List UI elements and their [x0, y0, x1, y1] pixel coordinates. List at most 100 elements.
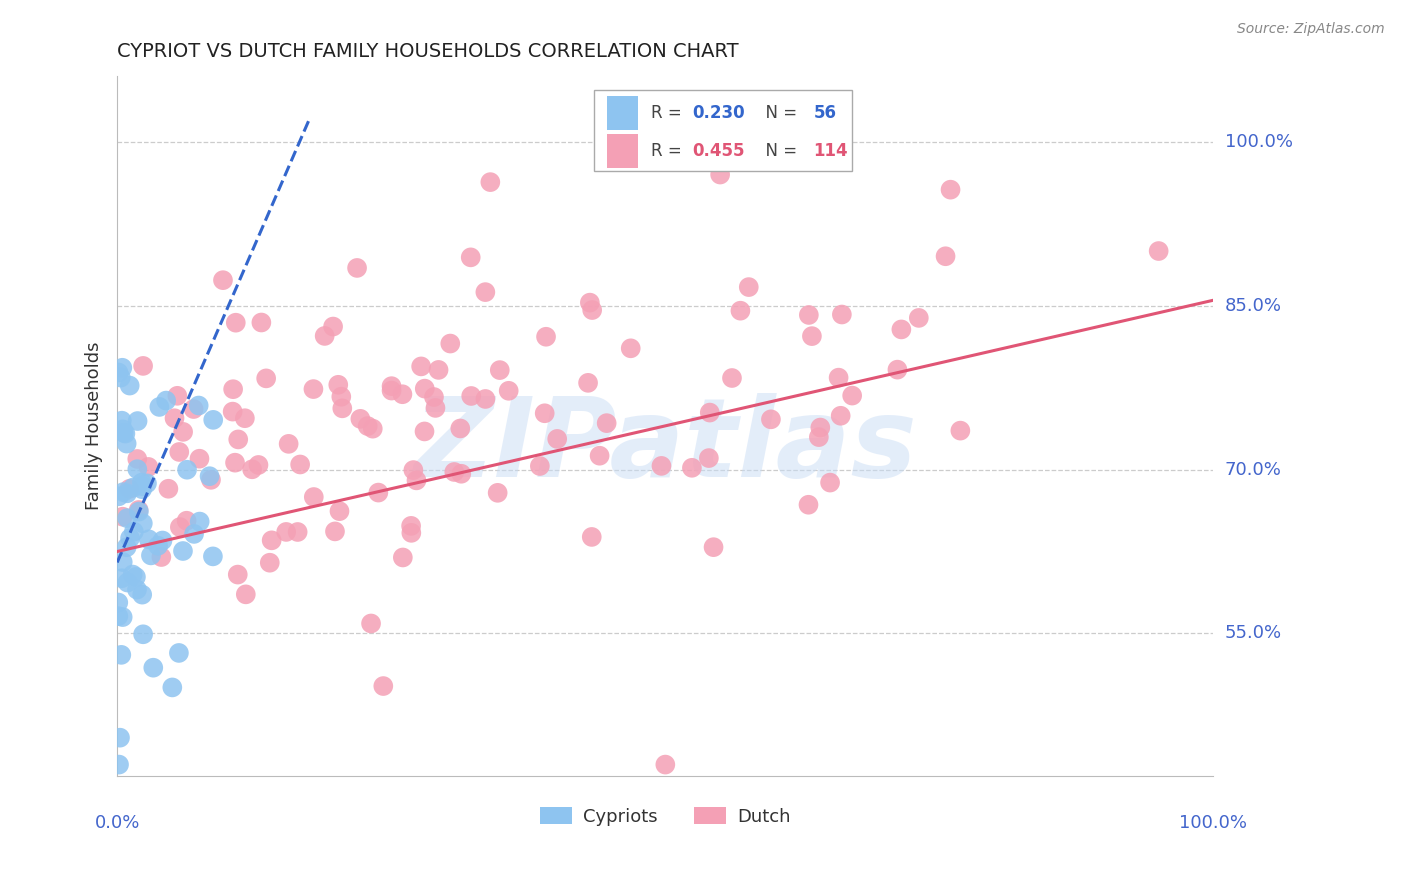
- Point: [738, 280, 761, 294]
- Point: [201, 549, 224, 564]
- Point: [176, 514, 198, 528]
- Point: [114, 426, 136, 441]
- Point: [890, 322, 912, 336]
- Point: [162, 681, 184, 695]
- Text: N =: N =: [755, 142, 803, 160]
- Text: 0.455: 0.455: [693, 142, 745, 160]
- Point: [139, 549, 162, 563]
- Point: [157, 482, 180, 496]
- Point: [411, 359, 433, 374]
- Point: [176, 463, 198, 477]
- Point: [188, 515, 211, 529]
- Point: [172, 544, 194, 558]
- Point: [235, 587, 257, 601]
- Point: [413, 382, 436, 396]
- Point: [111, 422, 134, 436]
- Point: [579, 295, 602, 310]
- Text: 56: 56: [813, 104, 837, 122]
- Text: 85.0%: 85.0%: [1225, 297, 1282, 315]
- Point: [221, 404, 243, 418]
- Point: [146, 539, 169, 553]
- Point: [115, 486, 138, 500]
- Point: [399, 519, 422, 533]
- Point: [939, 183, 962, 197]
- Point: [111, 555, 134, 569]
- Point: [479, 175, 502, 189]
- Text: Source: ZipAtlas.com: Source: ZipAtlas.com: [1237, 22, 1385, 37]
- Point: [474, 392, 496, 406]
- Point: [110, 370, 132, 384]
- Point: [108, 757, 131, 772]
- Point: [595, 416, 617, 430]
- Text: CYPRIOT VS DUTCH FAMILY HOUSEHOLDS CORRELATION CHART: CYPRIOT VS DUTCH FAMILY HOUSEHOLDS CORRE…: [117, 42, 738, 61]
- Text: 100.0%: 100.0%: [1225, 133, 1292, 151]
- Point: [392, 550, 415, 565]
- Point: [152, 533, 174, 548]
- Point: [831, 308, 853, 322]
- Point: [121, 567, 143, 582]
- Point: [115, 540, 138, 554]
- Point: [413, 425, 436, 439]
- Point: [935, 249, 957, 263]
- Point: [131, 479, 153, 493]
- Point: [128, 504, 150, 518]
- Point: [534, 330, 557, 344]
- Point: [127, 452, 149, 467]
- Point: [699, 406, 721, 420]
- Point: [425, 401, 447, 415]
- Point: [576, 376, 599, 390]
- Point: [620, 341, 643, 355]
- Point: [450, 467, 472, 481]
- Point: [111, 509, 134, 524]
- Point: [107, 609, 129, 624]
- Point: [439, 336, 461, 351]
- Point: [115, 511, 138, 525]
- Point: [709, 168, 731, 182]
- Point: [200, 473, 222, 487]
- Point: [131, 588, 153, 602]
- Point: [112, 485, 135, 500]
- Point: [128, 503, 150, 517]
- Point: [808, 420, 831, 434]
- Point: [314, 329, 336, 343]
- Point: [167, 646, 190, 660]
- Point: [380, 379, 402, 393]
- Point: [118, 531, 141, 545]
- Point: [132, 516, 155, 531]
- Point: [111, 360, 134, 375]
- Point: [323, 524, 346, 539]
- Point: [529, 458, 551, 473]
- Text: 70.0%: 70.0%: [1225, 460, 1281, 479]
- Point: [288, 458, 311, 472]
- Point: [172, 425, 194, 439]
- Point: [115, 436, 138, 450]
- Point: [163, 411, 186, 425]
- Point: [886, 362, 908, 376]
- Point: [486, 485, 509, 500]
- Point: [330, 401, 353, 416]
- Point: [247, 458, 270, 472]
- Point: [401, 525, 423, 540]
- Point: [357, 419, 380, 434]
- Point: [827, 370, 849, 384]
- Point: [111, 571, 134, 585]
- Point: [110, 648, 132, 662]
- Point: [166, 389, 188, 403]
- Point: [118, 378, 141, 392]
- Legend: Cypriots, Dutch: Cypriots, Dutch: [533, 799, 799, 833]
- Text: 0.0%: 0.0%: [94, 814, 139, 832]
- Point: [533, 406, 555, 420]
- Point: [907, 310, 929, 325]
- Text: 114: 114: [813, 142, 848, 160]
- Point: [460, 251, 482, 265]
- Point: [841, 388, 863, 402]
- Point: [212, 273, 235, 287]
- Point: [222, 382, 245, 396]
- Point: [721, 371, 744, 385]
- Point: [155, 393, 177, 408]
- Point: [498, 384, 520, 398]
- Point: [322, 319, 344, 334]
- Point: [449, 421, 471, 435]
- Point: [681, 460, 703, 475]
- Point: [127, 462, 149, 476]
